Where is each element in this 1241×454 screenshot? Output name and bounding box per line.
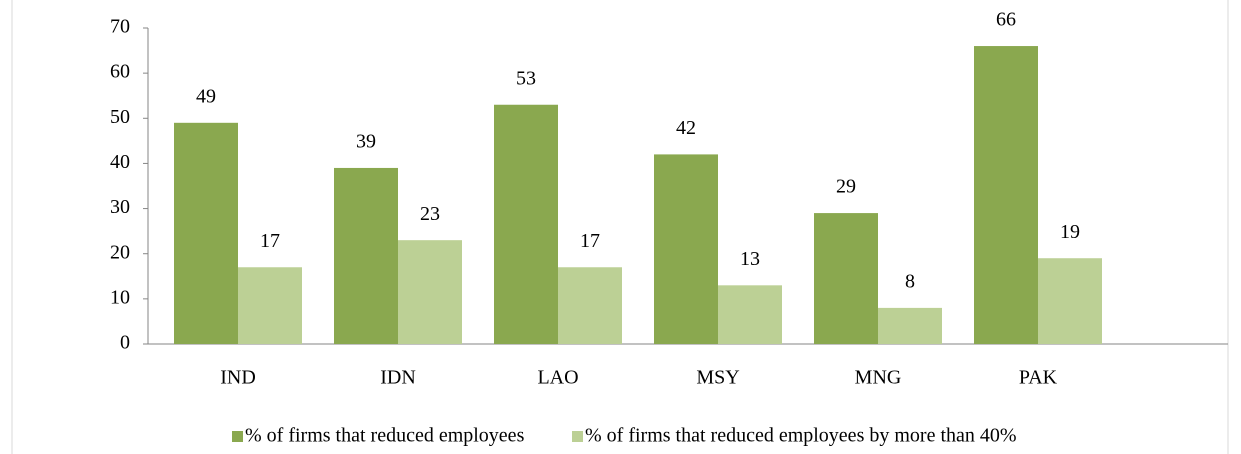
bar (398, 240, 462, 344)
bar (1038, 258, 1102, 344)
x-tick-label: IND (220, 367, 256, 389)
value-label: 39 (356, 131, 376, 153)
y-tick-label: 30 (110, 196, 130, 218)
x-tick-label: PAK (1019, 367, 1058, 389)
y-tick-label: 0 (120, 332, 130, 354)
x-tick-label: MNG (855, 367, 902, 389)
bar (558, 267, 622, 344)
value-label: 29 (836, 176, 856, 198)
bar (974, 46, 1038, 345)
bar (718, 285, 782, 344)
x-tick-label: LAO (537, 367, 578, 389)
value-label: 49 (196, 85, 216, 107)
legend-swatch (232, 431, 243, 442)
y-tick-label: 40 (110, 151, 130, 173)
bar (654, 154, 718, 344)
bar (494, 104, 558, 344)
bar (174, 122, 238, 344)
x-tick-label: MSY (696, 367, 739, 389)
y-tick-label: 20 (110, 241, 130, 263)
value-label: 17 (580, 230, 600, 252)
bar (238, 267, 302, 344)
value-label: 13 (740, 248, 760, 270)
value-label: 42 (676, 117, 696, 139)
legend-label: % of firms that reduced employees (245, 425, 525, 447)
bar (334, 167, 398, 344)
y-tick-label: 10 (110, 286, 130, 308)
legend-label: % of firms that reduced employees by mor… (585, 425, 1017, 447)
x-tick-label: IDN (380, 367, 416, 389)
legend-swatch (572, 431, 583, 442)
value-label: 19 (1060, 221, 1080, 243)
value-label: 17 (260, 230, 280, 252)
bar (814, 213, 878, 344)
value-label: 8 (905, 270, 915, 292)
y-tick-label: 50 (110, 106, 130, 128)
y-tick-label: 60 (110, 61, 130, 83)
value-label: 66 (996, 9, 1016, 31)
value-label: 53 (516, 67, 536, 89)
value-label: 23 (420, 203, 440, 225)
chart-frame (11, 0, 1229, 454)
y-tick-label: 70 (110, 16, 130, 38)
bar (878, 307, 942, 344)
